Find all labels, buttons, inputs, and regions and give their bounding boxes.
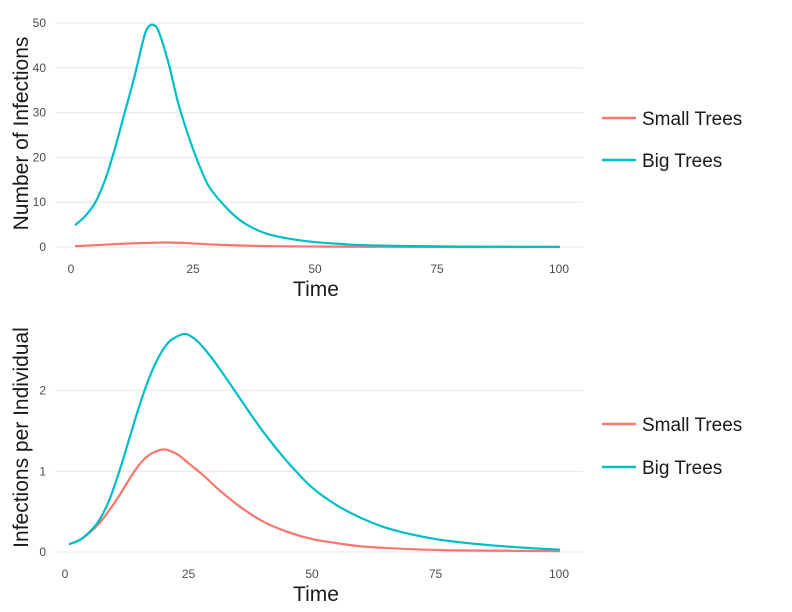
chart-1-ytick-label: 0 [39,240,46,254]
chart-1-xtick-label: 25 [186,262,200,276]
chart-1-y-axis-title: Number of Infections [10,37,33,231]
chart-1-x-axis-title: Time [293,278,339,301]
chart-2-legend-label-big-trees: Big Trees [642,458,722,479]
chart-1-ytick-label: 20 [33,150,47,164]
chart-2-series-big-trees-line [68,332,561,551]
chart-2-ytick-label: 1 [39,464,46,478]
chart-2-xtick-label: 100 [549,567,569,581]
chart-1-ytick-label: 30 [33,106,47,120]
chart-2-xtick-label: 25 [182,567,196,581]
chart-1-xtick-label: 100 [549,262,569,276]
chart-1-series-big-trees-line [74,23,561,249]
chart-1-ytick-label: 10 [33,195,47,209]
chart-1-xtick-label: 0 [68,262,75,276]
chart-2-xtick-label: 75 [429,567,443,581]
chart-2-y-axis-title: Infections per Individual [10,327,33,548]
chart-2-series-small-trees-line [68,448,561,553]
chart-1-xtick-label: 50 [308,262,322,276]
chart-1-ytick-label: 40 [33,61,47,75]
chart-1-xtick-label: 75 [430,262,444,276]
chart-2-ytick-label: 2 [39,384,46,398]
chart-1-ytick-label: 50 [33,16,47,30]
chart-1-legend-label-big-trees: Big Trees [642,151,722,172]
chart-2-ytick-label: 0 [39,545,46,559]
chart-2-legend-label-small-trees: Small Trees [642,415,742,436]
chart-2-xtick-label: 0 [62,567,69,581]
chart-2-x-axis-title: Time [293,583,339,606]
chart-1-legend-label-small-trees: Small Trees [642,109,742,130]
chart-2-xtick-label: 50 [305,567,319,581]
